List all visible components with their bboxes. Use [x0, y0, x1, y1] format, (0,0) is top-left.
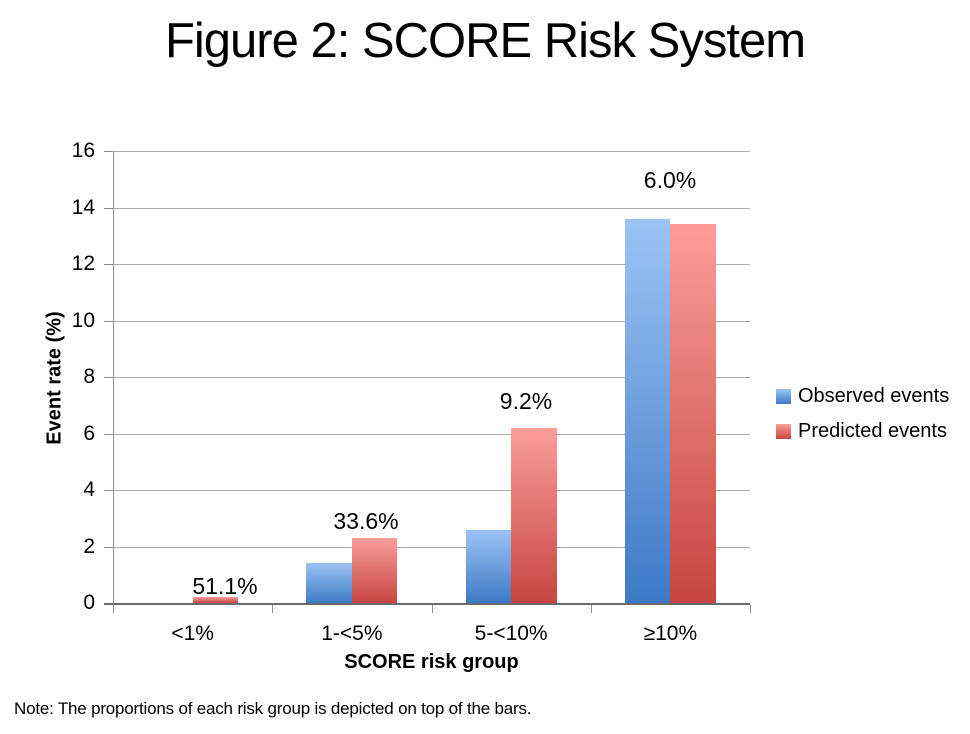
y-tick-mark [104, 264, 113, 265]
y-tick-label: 6 [83, 421, 95, 445]
y-tick-label: 0 [83, 591, 95, 614]
bar-predicted-events [351, 538, 398, 603]
note-text: Note: The proportions of each risk group… [14, 699, 532, 718]
x-tick-mark [432, 605, 433, 613]
y-tick-label: 2 [83, 534, 95, 558]
gridline [113, 264, 750, 265]
figure-title: Figure 2: SCORE Risk System [164, 14, 806, 68]
gridline [113, 377, 750, 378]
y-tick-label: 10 [71, 308, 95, 332]
y-tick-label: 12 [71, 252, 95, 275]
bar-value-label: 33.6% [333, 508, 399, 534]
category-label: ≥10% [643, 622, 698, 645]
gridline [113, 320, 750, 322]
bar-predicted-events [670, 224, 716, 603]
y-tick-label: 14 [71, 195, 95, 219]
y-tick-mark [104, 320, 113, 322]
x-tick-mark [113, 605, 114, 613]
x-tick-mark [272, 605, 273, 613]
x-tick-mark [750, 605, 751, 613]
bar-predicted-events [192, 597, 239, 603]
category-label: 5-<10% [474, 622, 548, 645]
x-axis-title: SCORE risk group [344, 651, 519, 673]
category-label: <1% [171, 622, 214, 645]
bar-value-label: 9.2% [499, 388, 553, 414]
y-tick-mark [104, 433, 113, 435]
gridline [113, 151, 750, 152]
y-axis-title: Event rate (%) [43, 311, 66, 445]
y-tick-mark [104, 490, 113, 491]
legend-swatch-predicted-events [776, 423, 791, 439]
gridline [113, 433, 750, 435]
bar-value-label: 6.0% [643, 167, 697, 193]
gridline [113, 546, 750, 548]
category-label: 1-<5% [321, 622, 383, 645]
y-tick-label: 16 [71, 139, 95, 162]
x-axis-line [104, 603, 750, 605]
legend-label: Observed events [798, 384, 950, 407]
gridline [113, 207, 750, 209]
x-tick-mark [591, 605, 592, 613]
legend-item-observed-events: Observed events [776, 382, 949, 410]
y-tick-mark [104, 151, 113, 152]
y-axis-line [113, 152, 114, 612]
bar-observed-events [624, 219, 671, 603]
y-tick-label: 4 [83, 478, 95, 501]
gridline [113, 490, 750, 491]
y-tick-mark [104, 207, 113, 209]
bar-observed-events [465, 530, 512, 603]
y-tick-label: 8 [83, 365, 95, 388]
legend-swatch-observed-events [776, 388, 791, 404]
bar-predicted-events [511, 428, 557, 603]
y-tick-mark [104, 377, 113, 378]
bar-value-label: 51.1% [192, 573, 258, 599]
bar-observed-events [306, 563, 352, 603]
y-tick-mark [104, 546, 113, 548]
legend-label: Predicted events [798, 419, 947, 442]
legend-item-predicted-events: Predicted events [776, 417, 947, 445]
